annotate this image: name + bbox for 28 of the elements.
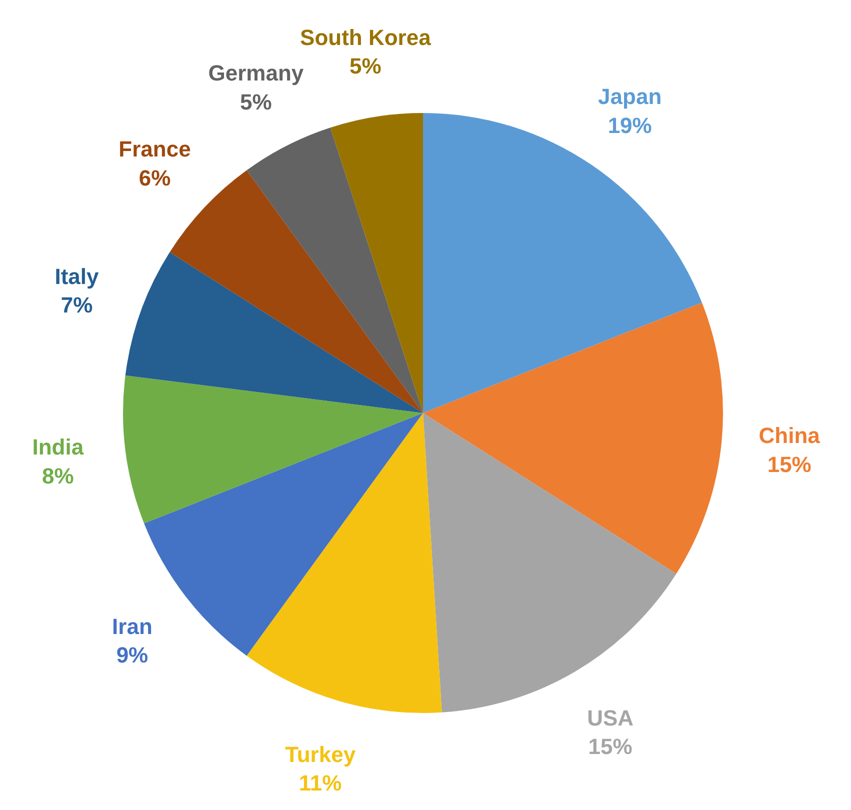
pie-slice (123, 375, 423, 524)
data-label: 7% (60, 292, 93, 318)
slice-label: South Korea (300, 25, 432, 50)
data-label: 6% (138, 165, 171, 190)
pie-slice (423, 113, 702, 413)
data-label: 11% (298, 770, 342, 796)
slice-label: India (32, 434, 84, 460)
data-label: 15% (588, 734, 632, 759)
pie-slice (170, 170, 423, 413)
pie-slice (246, 413, 442, 713)
slice-label: USA (587, 705, 634, 730)
data-label: 5% (240, 89, 272, 114)
slice-label: Iran (112, 614, 152, 640)
pie-slice (330, 113, 423, 413)
slice-label: Japan (598, 84, 662, 110)
pie-slice (423, 302, 723, 574)
data-label: 15% (767, 452, 812, 477)
pie-slice (246, 128, 423, 413)
slice-label: Turkey (285, 742, 356, 767)
data-label: 9% (116, 642, 148, 668)
slice-label: China (758, 423, 821, 448)
slice-label: France (118, 136, 191, 162)
slice-label: Italy (54, 264, 100, 289)
data-label: 8% (42, 463, 74, 488)
data-label: 19% (608, 112, 652, 138)
data-label: 5% (350, 54, 382, 79)
pie-slice (125, 252, 423, 413)
slice-label: Germany (208, 60, 304, 86)
